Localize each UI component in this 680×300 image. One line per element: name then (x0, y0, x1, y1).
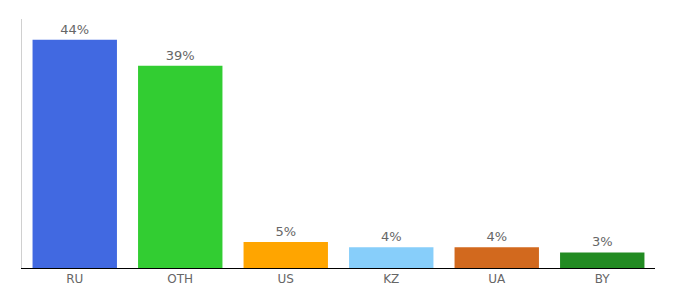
svg-text:3%: 3% (592, 234, 613, 249)
svg-text:RU: RU (66, 272, 83, 286)
svg-text:BY: BY (595, 272, 611, 286)
svg-text:US: US (278, 272, 294, 286)
svg-text:5%: 5% (275, 224, 296, 239)
svg-text:44%: 44% (60, 22, 89, 37)
svg-text:KZ: KZ (383, 272, 399, 286)
svg-text:39%: 39% (166, 48, 195, 63)
svg-text:4%: 4% (381, 229, 402, 244)
svg-text:4%: 4% (486, 229, 507, 244)
svg-text:OTH: OTH (167, 272, 193, 286)
svg-text:UA: UA (488, 272, 506, 286)
